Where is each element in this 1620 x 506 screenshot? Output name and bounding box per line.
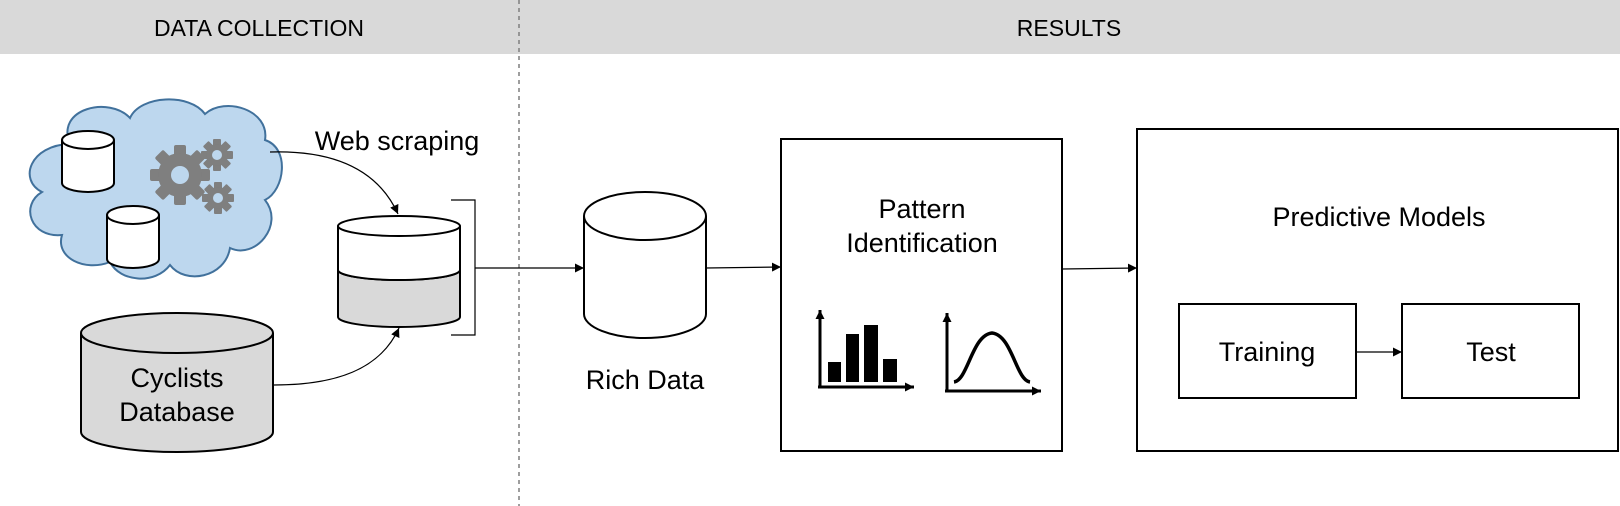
predictive-models-title: Predictive Models [1272,202,1485,232]
cyclists-database-label-line1: Cyclists [131,363,224,393]
gears-icon [150,139,234,214]
merged-database-icon [337,215,461,328]
cloud-database-icon-2 [106,205,160,269]
database-merge-arrow [273,327,400,386]
rich-data-icon [583,191,707,339]
scraping-arrow [269,151,399,215]
pattern-to-models-arrow [1061,263,1138,273]
section-title-data-collection: DATA COLLECTION [154,15,364,41]
bell-curve-icon [942,313,1041,396]
cyclists-database-label-line2: Database [119,397,235,427]
training-box [1178,303,1357,399]
predictive-models-box [1136,128,1619,452]
test-box [1401,303,1580,399]
header-band [0,0,1620,54]
pattern-label-line2: Identification [846,228,998,258]
histogram-icon [815,310,914,392]
web-scraping-label: Web scraping [315,126,480,156]
cyclists-database-icon [80,312,274,453]
test-label: Test [1466,337,1516,367]
cloud-database-icon-1 [61,130,115,193]
pattern-identification-box [780,138,1063,452]
rich-data-label: Rich Data [586,365,706,395]
training-label: Training [1219,337,1316,367]
section-title-results: RESULTS [1017,15,1121,41]
rich-data-to-pattern-arrow [705,262,782,272]
pattern-label-line1: Pattern [878,194,965,224]
